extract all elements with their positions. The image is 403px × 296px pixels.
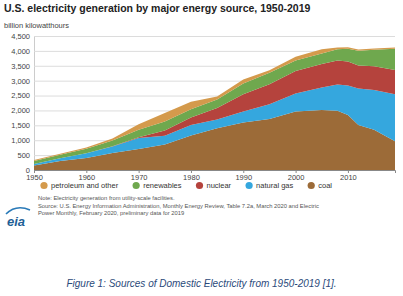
legend-swatch (133, 182, 140, 189)
chart: U.S. electricity generation by major ene… (0, 0, 403, 296)
legend-label: renewables (143, 181, 182, 190)
y-tick: 4,500 (11, 32, 395, 41)
x-tick-label: 1980 (183, 173, 200, 182)
y-axis-label: billion kilowatthours (4, 21, 69, 30)
source: Power Monthly, February 2020, preliminar… (38, 210, 184, 216)
logo-text: eia (7, 214, 25, 229)
legend-label: petroleum and other (51, 181, 119, 190)
x-tick: 1950 (26, 170, 43, 182)
title: U.S. electricity generation by major ene… (4, 2, 311, 14)
x-tick: 1980 (183, 170, 200, 182)
grid-line (34, 36, 395, 37)
legend-item: renewables (133, 181, 182, 190)
source: Source: U.S. Energy Information Administ… (38, 203, 319, 209)
caption: Figure 1: Sources of Domestic Electricit… (66, 278, 336, 289)
x-tick-label: 1990 (235, 173, 252, 182)
legend-swatch (308, 182, 315, 189)
legend: petroleum and other renewables nuclear natu… (40, 181, 332, 190)
legend-item: nuclear (196, 181, 232, 190)
legend-swatch (246, 182, 253, 189)
y-axis-line (35, 37, 396, 171)
y-tick-label: 2,000 (11, 106, 30, 115)
legend-item: natural gas (246, 181, 294, 190)
legend-label: nuclear (207, 181, 232, 190)
y-tick-label: 500 (17, 151, 30, 160)
y-tick-label: 1,500 (11, 121, 30, 130)
legend-item: petroleum and other (40, 181, 118, 190)
legend-swatch (196, 182, 203, 189)
x-tick-label: 1950 (26, 173, 43, 182)
y-tick-label: 4,500 (11, 32, 30, 41)
area (34, 49, 395, 164)
x-tick-label: 2010 (340, 173, 357, 182)
y-tick-label: 2,500 (11, 91, 30, 100)
y-tick-label: 1,000 (11, 136, 30, 145)
y-axis: 05001,0001,5002,0002,5003,0003,5004,0004… (11, 32, 395, 175)
legend-swatch (40, 182, 47, 189)
legend-label: coal (318, 181, 332, 190)
area (34, 85, 395, 166)
x-tick: 1990 (235, 170, 252, 182)
legend-item: coal (308, 181, 333, 190)
y-tick-label: 4,000 (11, 47, 30, 56)
y-tick-label: 3,500 (11, 62, 30, 71)
plot-area (34, 47, 395, 170)
y-tick-label: 3,000 (11, 77, 30, 86)
legend-label: natural gas (256, 181, 293, 190)
logo: eia (6, 208, 30, 229)
area (34, 47, 395, 161)
x-tick: 2010 (340, 170, 357, 182)
note: Note: Electricity generation from utilit… (38, 195, 175, 201)
